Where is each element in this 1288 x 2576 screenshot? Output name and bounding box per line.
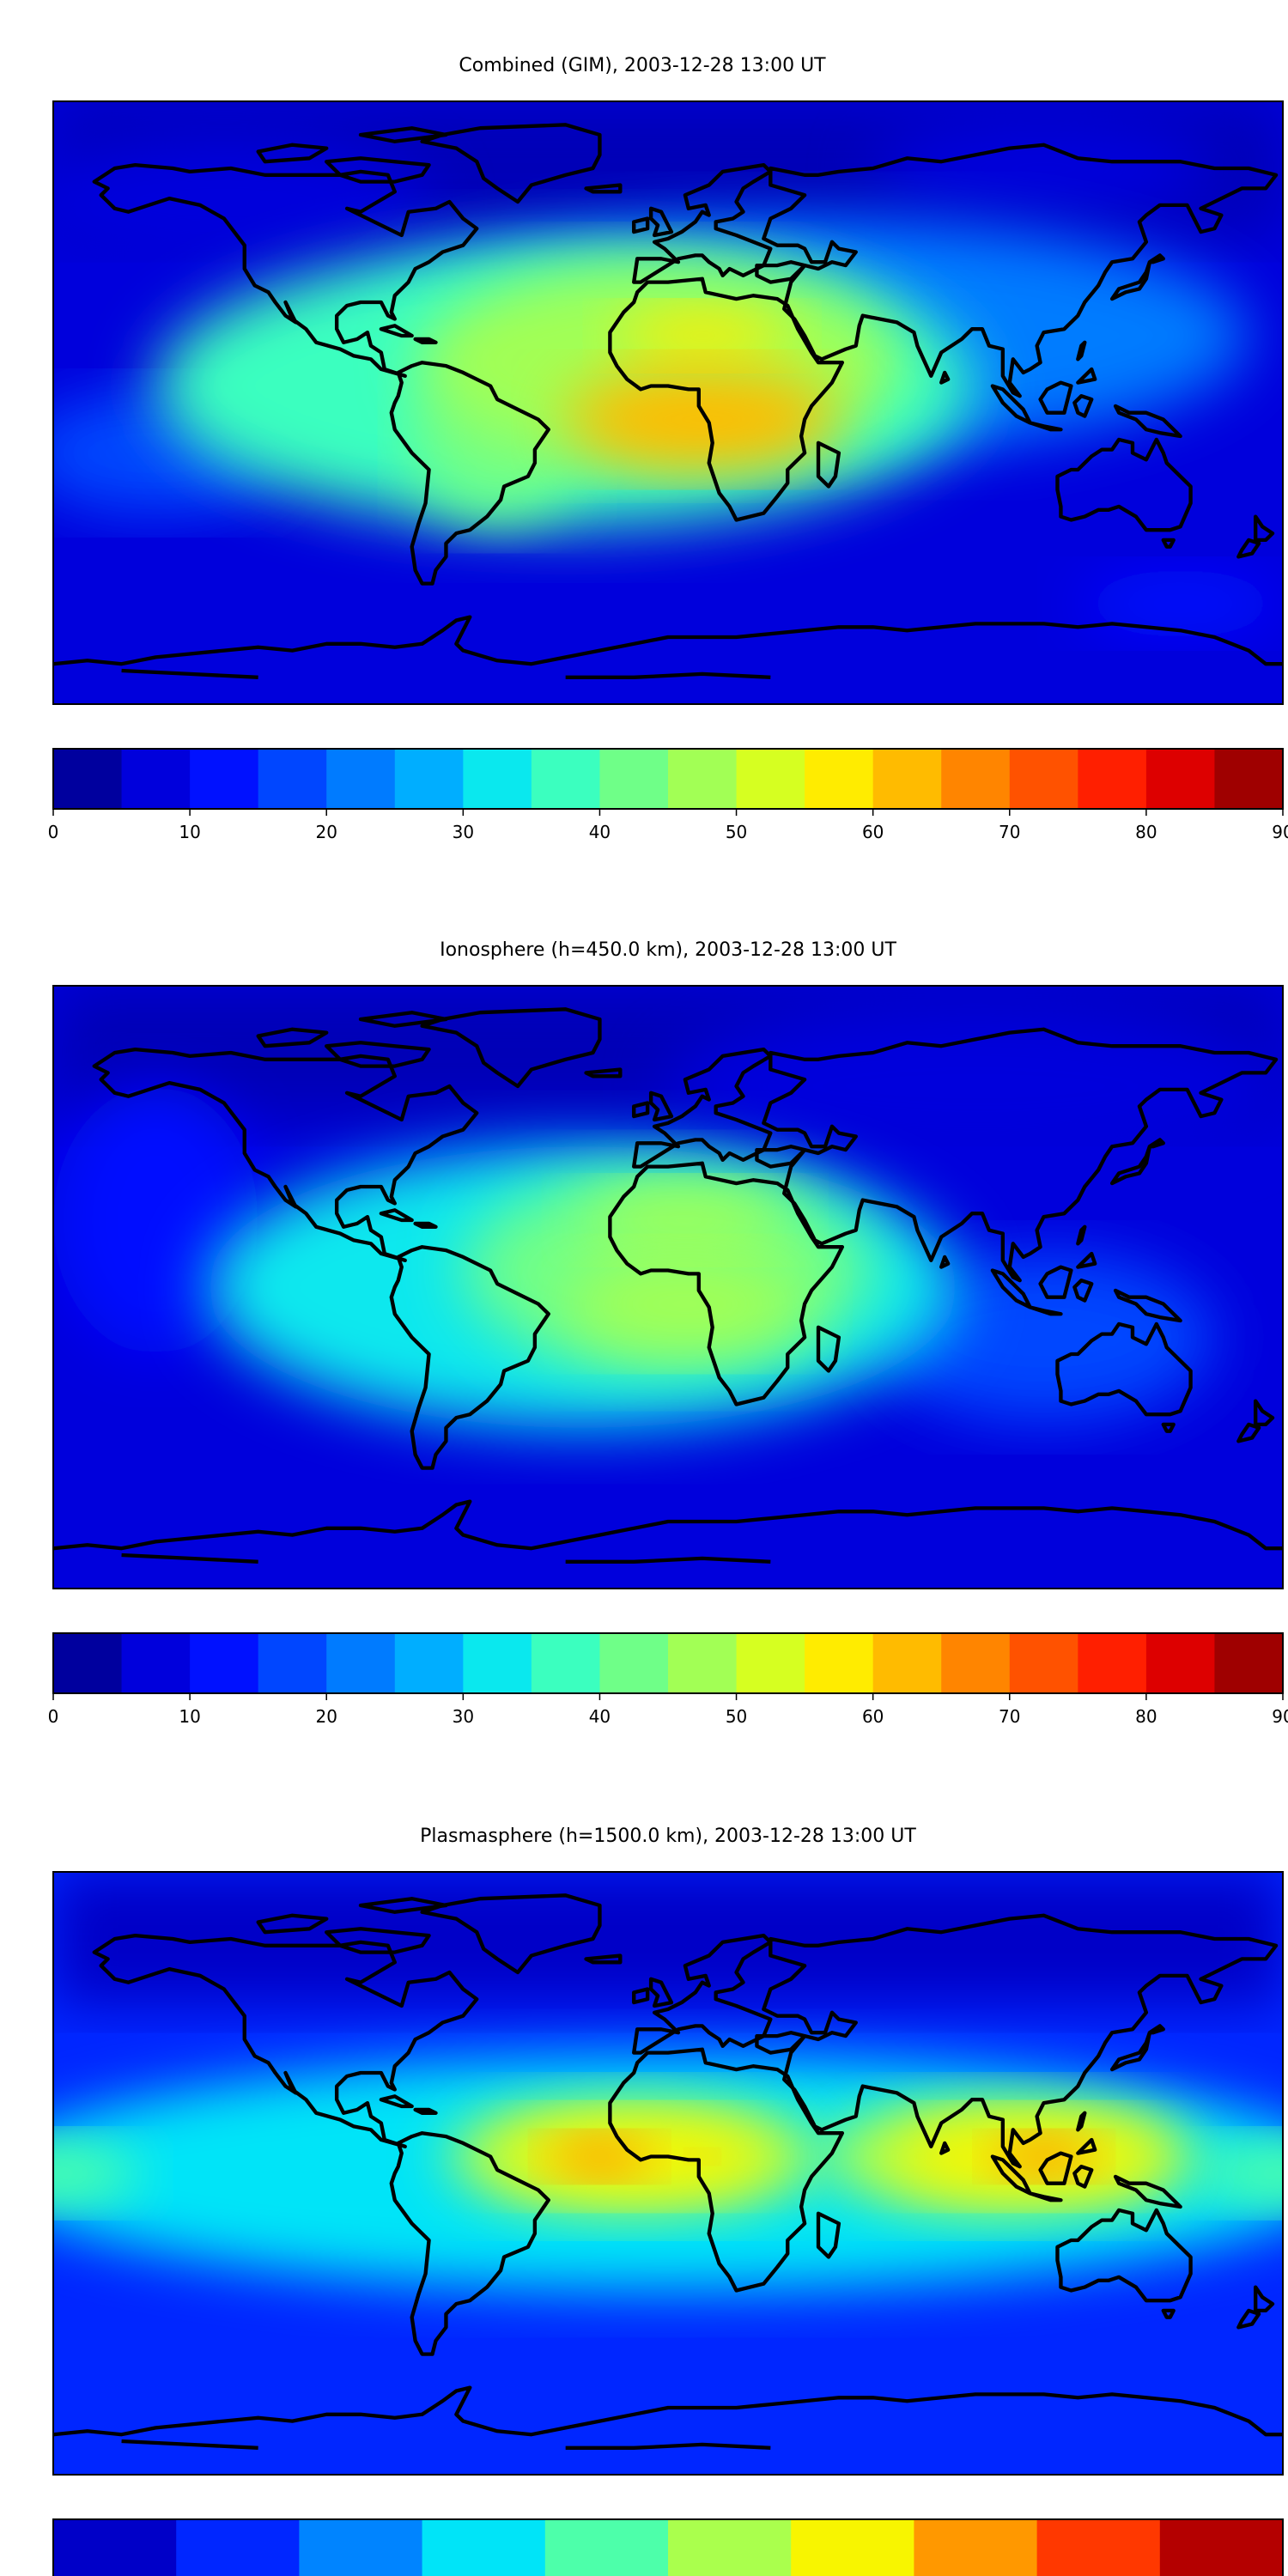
map-area (53, 986, 1283, 1589)
colorbar-band (1159, 2519, 1284, 2576)
field-blob (565, 1254, 805, 1354)
colorbar-band (1078, 749, 1147, 809)
colorbar-tick-label: 50 (726, 1706, 747, 1727)
colorbar-band (1214, 1633, 1284, 1693)
tec-contour-field (53, 986, 1283, 1589)
colorbar-tick-label: 0 (48, 822, 59, 842)
colorbar-tick-label: 70 (999, 822, 1020, 842)
colorbar-tick-label: 90 (1272, 822, 1288, 842)
colorbar-tick-label: 90 (1272, 1706, 1288, 1727)
colorbar: 0510152025 (52, 2518, 1284, 2576)
colorbar-band (463, 1633, 532, 1693)
colorbar-band (805, 749, 874, 809)
colorbar-band (1009, 749, 1078, 809)
field-blob (617, 308, 788, 363)
colorbar-band (805, 1633, 874, 1693)
colorbar-band (326, 1633, 396, 1693)
colorbar-tick-label: 50 (726, 822, 747, 842)
map-area (53, 101, 1283, 704)
colorbar-band (1036, 2519, 1161, 2576)
colorbar-band (176, 2519, 300, 2576)
field-blob (53, 135, 429, 269)
tec-contour-field (53, 101, 1283, 704)
field-blob (1197, 2140, 1283, 2207)
colorbar-band (1145, 1633, 1215, 1693)
colorbar-band (53, 749, 123, 809)
colorbar-band (258, 1633, 327, 1693)
colorbar-band (394, 1633, 464, 1693)
panel-plasmasphere: Plasmasphere (h=1500.0 km), 2003-12-28 1… (0, 1826, 1288, 2576)
panel-combined: Combined (GIM), 2003-12-28 13:00 UT 0 10 2… (48, 55, 1288, 842)
colorbar-band (326, 749, 396, 809)
panel-title: Plasmasphere (h=1500.0 km), 2003-12-28 1… (420, 1826, 916, 1847)
colorbar-band (53, 1633, 123, 1693)
field-blob (53, 2140, 139, 2207)
colorbar-band (668, 2519, 792, 2576)
field-blob (872, 118, 1215, 219)
colorbar-band (736, 1633, 805, 1693)
colorbar-band (422, 2519, 546, 2576)
colorbar-band (668, 749, 738, 809)
colorbar-band (872, 749, 942, 809)
colorbar-band (531, 1633, 600, 1693)
colorbar-band (190, 1633, 259, 1693)
colorbar: 0 10 20 30 40 50 60 70 80 90 (48, 748, 1288, 842)
colorbar-tick-label: 20 (315, 822, 337, 842)
tec-contour-field (53, 1872, 1283, 2475)
panel-ionosphere: Ionosphere (h=450.0 km), 2003-12-28 13:0… (48, 939, 1288, 1727)
colorbar-band (599, 749, 669, 809)
colorbar-band (1145, 749, 1215, 809)
field-polar-band (53, 1872, 1283, 2006)
colorbar-tick-label: 80 (1135, 822, 1157, 842)
colorbar-band (258, 749, 327, 809)
colorbar-band (531, 749, 600, 809)
colorbar-tick-label: 20 (315, 1706, 337, 1727)
colorbar-band (121, 1633, 191, 1693)
colorbar-band (791, 2519, 914, 2576)
colorbar-tick-label: 30 (453, 822, 474, 842)
colorbar-tick-label: 40 (589, 822, 611, 842)
colorbar-tick-label: 70 (999, 1706, 1020, 1727)
colorbar-tick-label: 60 (862, 1706, 884, 1727)
field-blob (1078, 570, 1283, 637)
colorbar-band (1214, 749, 1284, 809)
colorbar-tick-label: 10 (179, 822, 200, 842)
colorbar-band (872, 1633, 942, 1693)
colorbar-band (544, 2519, 669, 2576)
colorbar-band (668, 1633, 738, 1693)
colorbar-band (941, 749, 1011, 809)
colorbar-band (121, 749, 191, 809)
colorbar-band (941, 1633, 1011, 1693)
field-blob (582, 1187, 788, 1254)
field-blob (565, 369, 839, 470)
map-area (53, 1872, 1283, 2475)
colorbar-band (299, 2519, 423, 2576)
colorbar-tick-label: 30 (453, 1706, 474, 1727)
colorbar-band (463, 749, 532, 809)
colorbar-tick-label: 10 (179, 1706, 200, 1727)
colorbar-band (190, 749, 259, 809)
map-frame (52, 985, 1284, 1589)
colorbar-frame (52, 2518, 1284, 2576)
colorbar-tick-label: 80 (1135, 1706, 1157, 1727)
colorbar-tick-label: 40 (589, 1706, 611, 1727)
colorbar-tick-label: 60 (862, 822, 884, 842)
colorbar-frame (52, 748, 1284, 810)
panel-title: Ionosphere (h=450.0 km), 2003-12-28 13:0… (440, 939, 896, 961)
panel-title: Combined (GIM), 2003-12-28 13:00 UT (459, 55, 826, 76)
map-frame (52, 100, 1284, 705)
field-blob (668, 1002, 1283, 1170)
colorbar-tick-label: 0 (48, 1706, 59, 1727)
colorbar-frame (52, 1632, 1284, 1694)
colorbar: 0 10 20 30 40 50 60 70 80 90 (48, 1632, 1288, 1727)
colorbar-band (736, 749, 805, 809)
colorbar-band (53, 2519, 177, 2576)
colorbar-band (1078, 1633, 1147, 1693)
map-frame (52, 1871, 1284, 2476)
colorbar-band (599, 1633, 669, 1693)
colorbar-band (394, 749, 464, 809)
colorbar-band (914, 2519, 1038, 2576)
colorbar-band (1009, 1633, 1078, 1693)
